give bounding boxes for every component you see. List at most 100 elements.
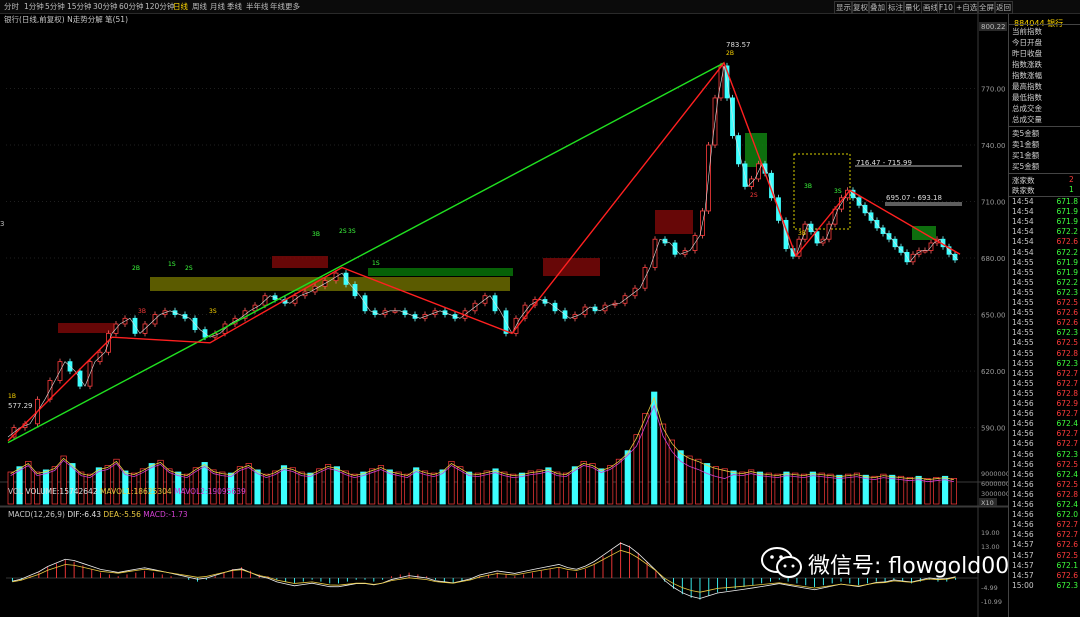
stroke-signal-label: 1S	[168, 261, 176, 268]
mavol1-line	[10, 396, 954, 481]
tick-time: 14:56	[1012, 429, 1034, 439]
tick-time: 14:57	[1012, 550, 1034, 560]
volume-bar	[263, 473, 270, 505]
quote-field-8: 总成交量	[1012, 115, 1042, 124]
volume-bar	[245, 463, 252, 505]
toolbar-button-7[interactable]: +自选	[954, 1, 980, 14]
tick-row: 14:55 672.7	[1012, 368, 1080, 379]
tick-row: 14:55 672.8	[1012, 348, 1080, 359]
volume-bar	[272, 470, 279, 505]
volume-bar	[774, 473, 781, 505]
price-axis-label: 680.00	[981, 255, 1006, 263]
period-tab-8[interactable]: 周线	[192, 2, 207, 11]
period-tab-4[interactable]: 30分钟	[93, 2, 118, 11]
tick-price: 672.9	[1056, 399, 1078, 408]
tick-price: 672.3	[1056, 358, 1078, 368]
volume-bar	[60, 455, 67, 505]
tick-row: 14:56 672.7	[1012, 521, 1080, 530]
dif-value: DIF:-6.43	[67, 510, 102, 519]
macd-axis-label: -4.99	[981, 584, 998, 592]
tick-price: 672.7	[1056, 429, 1078, 439]
tick-time: 14:56	[1012, 500, 1034, 509]
tick-row: 14:56 672.7	[1012, 430, 1080, 439]
volume-unit: X10	[981, 499, 994, 507]
period-tab-10[interactable]: 季线	[227, 2, 242, 11]
period-tab-2[interactable]: 5分钟	[45, 2, 65, 11]
tick-price: 672.8	[1056, 388, 1078, 398]
price-axis-label: 590.00	[981, 425, 1006, 433]
period-tab-9[interactable]: 月线	[210, 2, 225, 11]
tick-row: 14:55 672.2	[1012, 278, 1080, 288]
tick-row: 14:55 671.9	[1012, 258, 1080, 268]
volume-bar	[78, 471, 85, 505]
dea-line	[12, 549, 956, 593]
period-tab-0[interactable]: 分时	[4, 2, 19, 11]
volume-bar	[739, 471, 746, 505]
toolbar-button-9[interactable]: 返回	[994, 1, 1013, 14]
left-axis-marker: 3	[0, 220, 4, 228]
stroke-signal-label: 3B	[804, 183, 812, 190]
volume-bar	[510, 473, 517, 505]
tick-row: 14:55 672.3	[1012, 329, 1080, 338]
tick-time: 14:55	[1012, 298, 1034, 307]
panel-divider	[1009, 173, 1080, 174]
volume-bar	[501, 471, 508, 505]
volume-bar	[369, 468, 376, 505]
volume-bar	[324, 464, 332, 505]
tick-row: 14:56 672.3	[1012, 450, 1080, 460]
tick-row: 14:56 672.0	[1012, 510, 1080, 520]
volume-bar	[192, 467, 199, 505]
tick-price: 672.5	[1056, 479, 1078, 489]
tick-time: 14:56	[1012, 489, 1034, 499]
volume-bar	[51, 466, 58, 505]
volume-bar	[845, 473, 852, 505]
volume-bar	[695, 458, 702, 505]
chart-canvas[interactable]: 770.00 740.00 710.00 680.00 650.00 620.00 590.…	[0, 0, 1008, 617]
volume-bar	[69, 463, 76, 505]
volume-bar	[598, 468, 605, 505]
period-tab-6[interactable]: 120分钟	[145, 2, 175, 11]
volume-bar	[906, 476, 913, 505]
tick-time: 14:54	[1012, 247, 1034, 257]
period-tab-1[interactable]: 1分钟	[24, 2, 44, 11]
tick-price: 672.2	[1056, 247, 1078, 257]
minor-structure-line	[7, 65, 959, 438]
toolbar-button-3[interactable]: 标注	[886, 1, 905, 14]
stroke-signal-label: 2S	[750, 192, 758, 199]
stroke-signal-label: 2S	[185, 265, 193, 272]
tick-time: 14:56	[1012, 409, 1034, 419]
tick-row: 14:54 672.2	[1012, 228, 1080, 237]
tick-row: 14:56 672.7	[1012, 440, 1080, 449]
volume-bar	[228, 472, 235, 505]
tick-price: 672.7	[1056, 368, 1078, 378]
dea-value: DEA:-5.56	[103, 510, 141, 519]
tick-time: 14:56	[1012, 530, 1034, 540]
index-name: 银行	[1047, 19, 1063, 28]
volume-bar	[16, 466, 23, 505]
volume-bar	[7, 471, 14, 505]
tick-price: 672.5	[1056, 298, 1078, 307]
volume-bar	[712, 466, 720, 505]
price-axis-current	[979, 22, 1007, 31]
tick-row: 14:55 672.5	[1012, 298, 1080, 308]
period-tab-3[interactable]: 15分钟	[67, 2, 92, 11]
tick-price: 672.8	[1056, 348, 1078, 358]
tick-time: 14:55	[1012, 328, 1034, 338]
toolbar-button-1[interactable]: 复权	[851, 1, 870, 14]
volume-bar	[756, 471, 764, 505]
period-tab-5[interactable]: 60分钟	[119, 2, 144, 11]
breadth-value-1: 1	[1069, 185, 1074, 194]
pivot-zone-red	[272, 256, 328, 268]
toolbar-button-8[interactable]: 全屏	[977, 1, 996, 14]
volume-bar	[457, 466, 464, 505]
period-tab-12[interactable]: 年线更多	[270, 2, 300, 11]
period-tab-7[interactable]: 日线	[173, 2, 188, 11]
volume-bar	[113, 458, 120, 505]
toolbar-button-5[interactable]: 画线	[921, 1, 940, 14]
period-tab-11[interactable]: 半年线	[246, 2, 269, 11]
tick-row: 14:56 672.7	[1012, 409, 1080, 419]
tick-time: 14:55	[1012, 318, 1034, 328]
tick-row: 14:57 672.1	[1012, 561, 1080, 571]
volume-bar	[677, 450, 684, 505]
toolbar-button-0[interactable]: 显示	[834, 1, 853, 14]
